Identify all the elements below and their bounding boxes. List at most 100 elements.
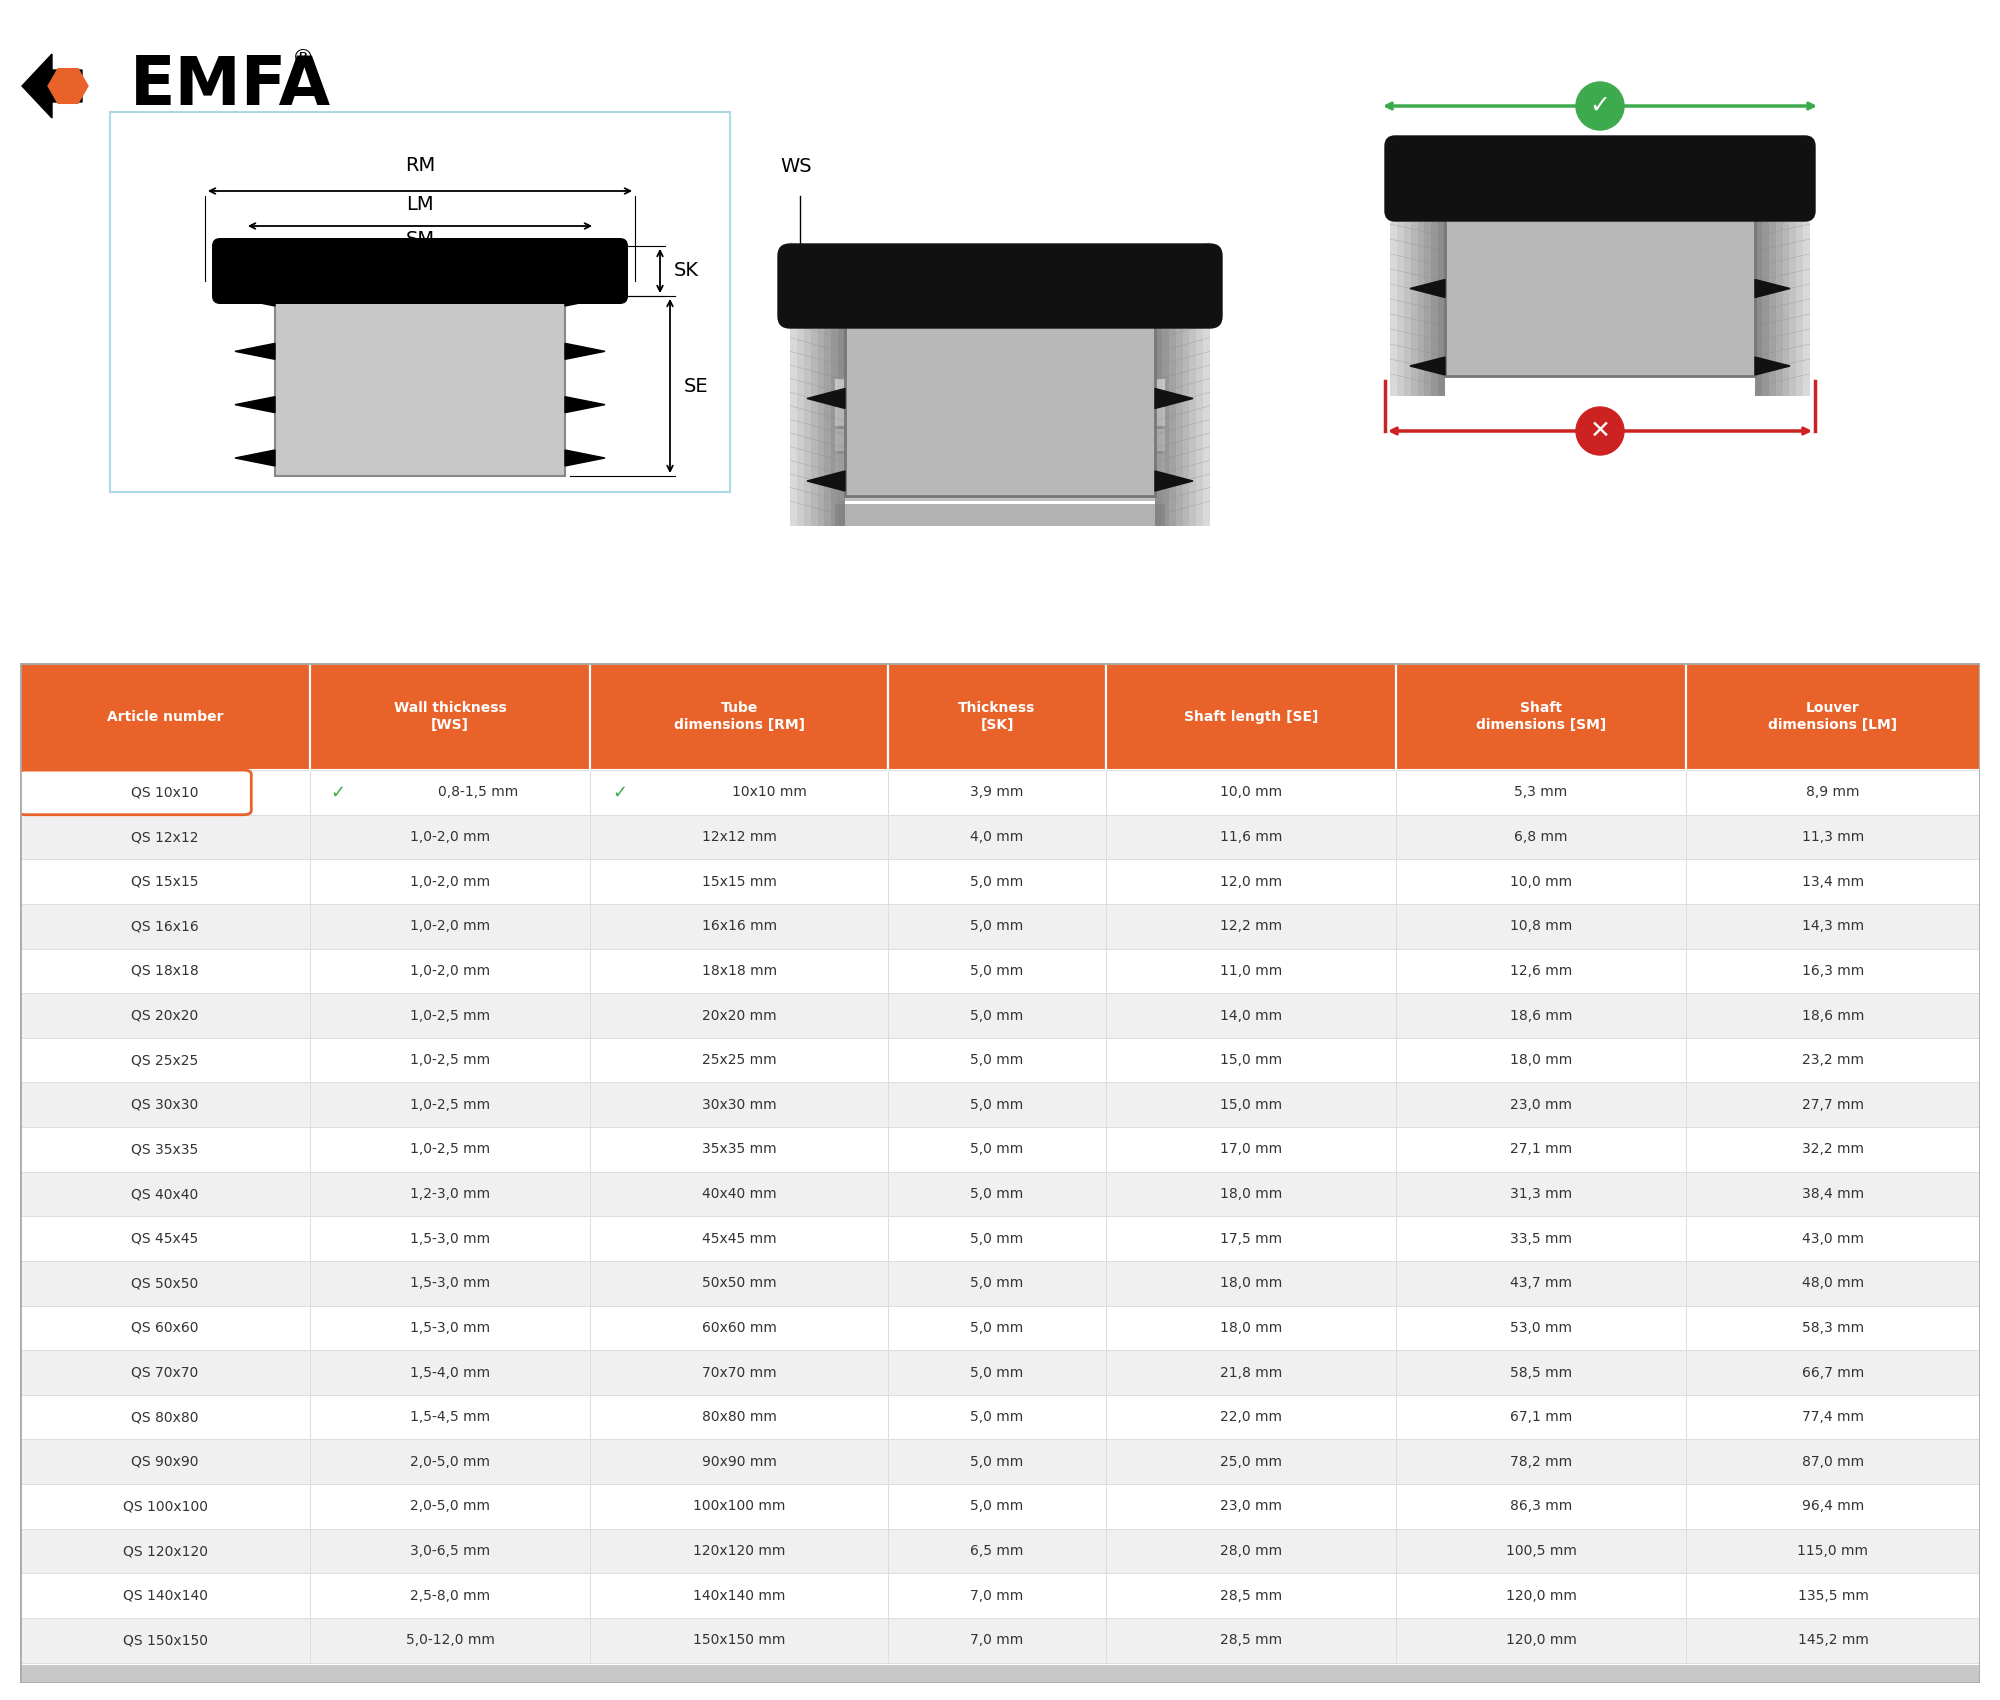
Bar bbox=[590, 1484, 888, 1528]
Text: 13,4 mm: 13,4 mm bbox=[1802, 876, 1864, 889]
Bar bbox=[1686, 904, 1980, 949]
Bar bbox=[1686, 1528, 1980, 1574]
Text: 5,0 mm: 5,0 mm bbox=[970, 1008, 1024, 1022]
Text: ✓: ✓ bbox=[1590, 94, 1610, 117]
Bar bbox=[888, 1127, 1106, 1171]
Bar bbox=[310, 1574, 590, 1618]
Bar bbox=[1686, 1171, 1980, 1217]
Bar bbox=[310, 1217, 590, 1261]
Text: 58,3 mm: 58,3 mm bbox=[1802, 1321, 1864, 1334]
Text: 70x70 mm: 70x70 mm bbox=[702, 1365, 776, 1379]
Text: Tube
dimensions [RM]: Tube dimensions [RM] bbox=[674, 700, 804, 733]
Text: 1,2-3,0 mm: 1,2-3,0 mm bbox=[410, 1187, 490, 1200]
Text: 21,8 mm: 21,8 mm bbox=[1220, 1365, 1282, 1379]
Bar bbox=[20, 1394, 310, 1440]
Text: 145,2 mm: 145,2 mm bbox=[1798, 1634, 1868, 1647]
Bar bbox=[1686, 1440, 1980, 1484]
Polygon shape bbox=[1410, 202, 1444, 219]
Bar bbox=[888, 1037, 1106, 1083]
Bar bbox=[888, 949, 1106, 993]
Bar bbox=[1686, 860, 1980, 904]
Bar bbox=[888, 770, 1106, 814]
Bar bbox=[1396, 1618, 1686, 1663]
Text: 1,5-3,0 mm: 1,5-3,0 mm bbox=[410, 1277, 490, 1290]
Bar bbox=[1106, 1484, 1396, 1528]
Text: 33,5 mm: 33,5 mm bbox=[1510, 1232, 1572, 1246]
Text: ®: ® bbox=[292, 48, 314, 68]
Text: 77,4 mm: 77,4 mm bbox=[1802, 1411, 1864, 1425]
Bar bbox=[1686, 1306, 1980, 1350]
Polygon shape bbox=[1156, 389, 1192, 408]
Bar bbox=[590, 1037, 888, 1083]
Text: LM: LM bbox=[406, 196, 434, 214]
Bar bbox=[310, 993, 590, 1037]
Bar bbox=[1176, 262, 1182, 525]
Text: QS 120x120: QS 120x120 bbox=[122, 1544, 208, 1557]
Polygon shape bbox=[1756, 279, 1790, 298]
Text: ✕: ✕ bbox=[1590, 418, 1610, 444]
Text: 120x120 mm: 120x120 mm bbox=[694, 1544, 786, 1557]
Bar bbox=[310, 1394, 590, 1440]
Text: Shaft length [SE]: Shaft length [SE] bbox=[1184, 709, 1318, 724]
Text: 22,0 mm: 22,0 mm bbox=[1220, 1411, 1282, 1425]
Text: 5,0 mm: 5,0 mm bbox=[970, 876, 1024, 889]
Bar bbox=[310, 663, 590, 770]
Bar bbox=[1396, 1083, 1686, 1127]
Bar bbox=[1396, 1394, 1686, 1440]
Text: 87,0 mm: 87,0 mm bbox=[1802, 1455, 1864, 1469]
Bar bbox=[1106, 1306, 1396, 1350]
Bar bbox=[20, 949, 310, 993]
Text: 27,1 mm: 27,1 mm bbox=[1510, 1142, 1572, 1156]
Text: 50x50 mm: 50x50 mm bbox=[702, 1277, 776, 1290]
Text: 7,0 mm: 7,0 mm bbox=[970, 1634, 1024, 1647]
Bar bbox=[1190, 262, 1196, 525]
Bar bbox=[20, 1083, 310, 1127]
Polygon shape bbox=[1756, 202, 1790, 219]
Bar bbox=[590, 1127, 888, 1171]
Bar bbox=[1686, 1394, 1980, 1440]
Text: QS 90x90: QS 90x90 bbox=[132, 1455, 198, 1469]
Text: 11,6 mm: 11,6 mm bbox=[1220, 830, 1282, 843]
Text: 31,3 mm: 31,3 mm bbox=[1510, 1187, 1572, 1200]
Text: QS 80x80: QS 80x80 bbox=[132, 1411, 198, 1425]
Text: 30x30 mm: 30x30 mm bbox=[702, 1098, 776, 1112]
Text: 1,0-2,0 mm: 1,0-2,0 mm bbox=[410, 876, 490, 889]
Text: QS 70x70: QS 70x70 bbox=[132, 1365, 198, 1379]
Text: 1,0-2,5 mm: 1,0-2,5 mm bbox=[410, 1008, 490, 1022]
Bar bbox=[1106, 1574, 1396, 1618]
Bar bbox=[310, 1350, 590, 1394]
Bar bbox=[1396, 1261, 1686, 1306]
Bar bbox=[310, 1306, 590, 1350]
Text: 5,3 mm: 5,3 mm bbox=[1514, 785, 1568, 799]
Bar bbox=[1396, 904, 1686, 949]
Bar bbox=[1418, 177, 1424, 396]
Bar bbox=[1396, 1127, 1686, 1171]
Text: 53,0 mm: 53,0 mm bbox=[1510, 1321, 1572, 1334]
Text: 18,6 mm: 18,6 mm bbox=[1510, 1008, 1572, 1022]
Bar bbox=[818, 262, 824, 525]
Bar bbox=[836, 454, 1164, 476]
Text: 5,0 mm: 5,0 mm bbox=[970, 1411, 1024, 1425]
Bar bbox=[1106, 904, 1396, 949]
Text: 15x15 mm: 15x15 mm bbox=[702, 876, 776, 889]
Bar bbox=[590, 814, 888, 860]
Circle shape bbox=[1576, 82, 1624, 129]
Text: 90x90 mm: 90x90 mm bbox=[702, 1455, 776, 1469]
Polygon shape bbox=[566, 291, 604, 306]
Bar bbox=[1686, 814, 1980, 860]
Text: 5,0 mm: 5,0 mm bbox=[970, 1142, 1024, 1156]
Text: 43,7 mm: 43,7 mm bbox=[1510, 1277, 1572, 1290]
Bar bbox=[796, 262, 804, 525]
Text: Article number: Article number bbox=[106, 709, 224, 724]
Bar bbox=[590, 993, 888, 1037]
Circle shape bbox=[1576, 406, 1624, 456]
Bar bbox=[20, 770, 310, 814]
Bar bbox=[1686, 663, 1980, 770]
Polygon shape bbox=[566, 450, 604, 466]
Text: 100x100 mm: 100x100 mm bbox=[694, 1499, 786, 1513]
Bar bbox=[1444, 206, 1756, 376]
Text: QS 15x15: QS 15x15 bbox=[132, 876, 198, 889]
Bar bbox=[1396, 1171, 1686, 1217]
Text: QS 30x30: QS 30x30 bbox=[132, 1098, 198, 1112]
Bar bbox=[810, 262, 818, 525]
